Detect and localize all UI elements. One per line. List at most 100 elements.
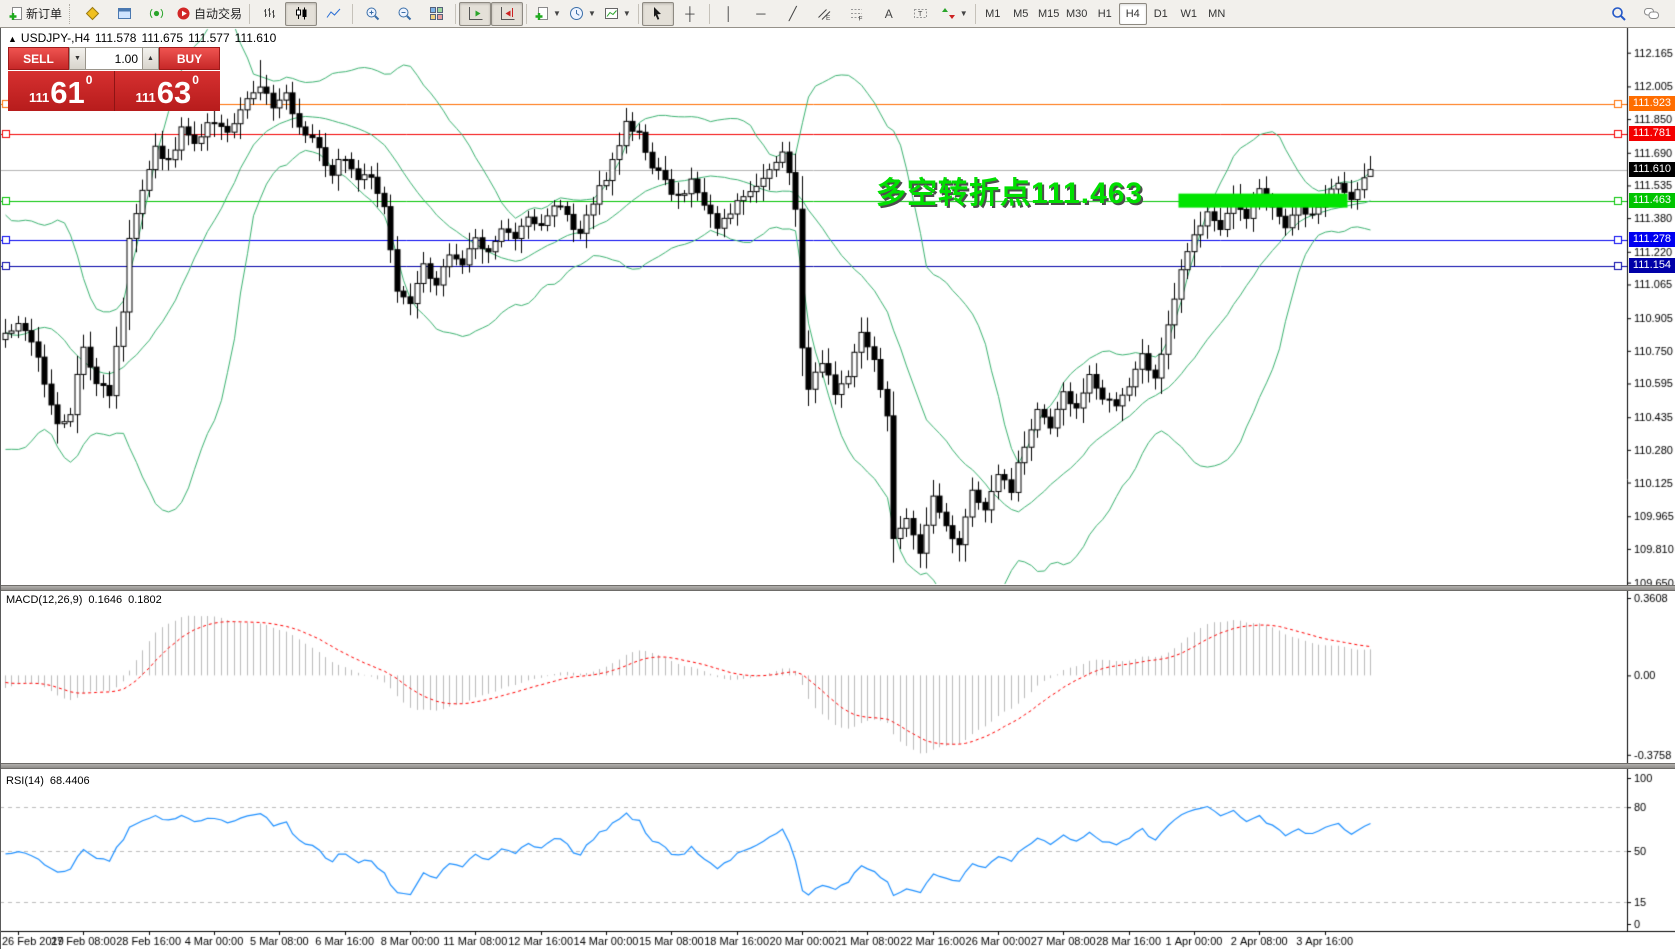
macd-indicator-label: MACD(12,26,9) 0.1646 0.1802 — [6, 594, 168, 606]
toolbar-separator — [249, 3, 251, 24]
macd-value: 0.1646 — [88, 594, 123, 606]
chart-header: ▲ USDJPY-,H4 111.578 111.675 111.577 111.610 — [8, 31, 281, 45]
toolbar-grip — [69, 3, 73, 24]
timeframe-bar: M1 M5 M15 M30 H1 H4 D1 W1 MN — [979, 2, 1231, 25]
chat-icon — [1643, 8, 1659, 19]
arrows-icon — [941, 8, 955, 19]
candlestick-chart-icon — [295, 7, 307, 20]
buy-button[interactable]: BUY — [159, 47, 220, 70]
text-button[interactable]: A — [873, 2, 905, 26]
one-click-trading-panel: SELL ▼ ▲ BUY 111 61 0 111 63 0 — [8, 47, 220, 111]
trendline-icon: ╱ — [788, 6, 797, 21]
candlestick-chart-button[interactable] — [285, 1, 318, 26]
timeframe-m30-button[interactable]: M30 — [1066, 7, 1088, 20]
bid-pips: 61 — [50, 74, 85, 110]
vertical-line-button[interactable]: │ — [713, 2, 745, 26]
rsi-value: 68.4406 — [49, 775, 90, 787]
auto-trading-button[interactable]: 自动交易 — [172, 2, 246, 26]
new-chart-button[interactable]: ▼ — [530, 2, 565, 26]
tile-windows-button[interactable] — [420, 2, 452, 26]
chart-shift-button[interactable] — [491, 1, 524, 26]
rsi-name: RSI(14) — [6, 775, 44, 787]
chart-shift-icon — [500, 7, 515, 20]
templates-button[interactable]: ▼ — [600, 2, 635, 26]
auto-scroll-button[interactable] — [459, 1, 492, 26]
line-chart-button[interactable] — [317, 2, 349, 26]
pivot-annotation-text[interactable]: 多空转折点111.463 — [876, 177, 1144, 210]
signals-button[interactable] — [140, 2, 172, 26]
toolbar-separator — [637, 3, 639, 24]
zoom-in-icon — [366, 7, 379, 21]
ask-price-display[interactable]: 111 63 0 — [114, 71, 220, 111]
chevron-down-icon: ▼ — [622, 9, 631, 18]
fibonacci-icon: F — [851, 9, 863, 22]
ask-pips: 63 — [156, 74, 192, 110]
line-chart-icon — [326, 8, 340, 18]
new-order-icon — [9, 7, 22, 20]
collapse-icon[interactable]: ▲ — [8, 34, 17, 44]
new-order-label: 新订单 — [26, 7, 63, 21]
crosshair-icon: ┼ — [685, 6, 695, 21]
pane-separator[interactable] — [0, 763, 1675, 769]
crosshair-button[interactable]: ┼ — [674, 2, 706, 26]
toolbar-separator — [455, 3, 457, 24]
ohlc-high: 111.675 — [141, 31, 184, 45]
timeframe-d1-button[interactable]: D1 — [1153, 7, 1168, 20]
bar-chart-button[interactable] — [253, 2, 285, 26]
symbol-period: USDJPY-,H4 — [20, 31, 90, 45]
volume-input[interactable] — [86, 47, 142, 70]
auto-trading-icon — [177, 7, 190, 20]
timeframe-m5-button[interactable]: M5 — [1013, 7, 1029, 20]
navigator-icon — [117, 8, 131, 19]
price-line-badge-111.781: 111.781 — [1629, 126, 1675, 142]
chevron-down-icon: ▼ — [959, 9, 968, 18]
equidistant-channel-button[interactable]: E — [809, 2, 841, 26]
timeframe-mn-button[interactable]: MN — [1208, 7, 1226, 20]
tile-windows-icon — [429, 7, 443, 20]
timeframe-w1-button[interactable]: W1 — [1180, 7, 1197, 20]
cursor-button[interactable] — [641, 1, 674, 26]
toolbar-separator — [708, 3, 710, 24]
market-watch-button[interactable] — [76, 2, 108, 26]
navigator-button[interactable] — [108, 2, 140, 26]
search-button[interactable] — [1603, 2, 1635, 26]
price-line-badge-111.463: 111.463 — [1629, 193, 1675, 209]
chat-button[interactable] — [1635, 2, 1667, 26]
label-icon: T — [914, 9, 928, 18]
toolbar-separator — [526, 3, 528, 24]
periods-button[interactable]: ▼ — [565, 2, 600, 26]
arrows-button[interactable]: ▼ — [937, 2, 972, 26]
rsi-indicator-label: RSI(14) 68.4406 — [6, 775, 96, 787]
horizontal-line-button[interactable]: ─ — [745, 2, 777, 26]
periods-icon — [569, 7, 583, 20]
window-edge — [0, 28, 1, 949]
pane-separator[interactable] — [0, 585, 1675, 591]
bid-price-display[interactable]: 111 61 0 — [8, 71, 115, 111]
chevron-down-icon: ▼ — [553, 9, 561, 18]
cursor-icon — [654, 7, 662, 20]
svg-text:F: F — [859, 16, 863, 22]
timeframe-m1-button[interactable]: M1 — [985, 7, 1001, 20]
sell-button[interactable]: SELL — [8, 47, 69, 70]
bid-pipette: 0 — [85, 73, 93, 87]
auto-trading-label: 自动交易 — [194, 7, 243, 21]
new-chart-icon — [535, 7, 549, 20]
svg-text:T: T — [918, 11, 923, 18]
zoom-in-button[interactable] — [356, 2, 388, 26]
volume-increase-button[interactable]: ▲ — [142, 47, 159, 70]
new-order-button[interactable]: 新订单 — [4, 2, 66, 26]
macd-name: MACD(12,26,9) — [6, 594, 83, 606]
fibonacci-button[interactable]: F — [841, 2, 873, 26]
label-button[interactable]: T — [905, 2, 937, 26]
timeframe-h4-button[interactable]: H4 — [1118, 2, 1147, 25]
timeframe-m15-button[interactable]: M15 — [1038, 7, 1060, 20]
svg-text:E: E — [826, 15, 831, 21]
zoom-out-button[interactable] — [388, 2, 420, 26]
ohlc-open: 111.578 — [94, 31, 137, 45]
timeframe-h1-button[interactable]: H1 — [1097, 7, 1112, 20]
volume-decrease-button[interactable]: ▼ — [69, 47, 86, 70]
trendline-button[interactable]: ╱ — [777, 2, 809, 26]
price-line-badge-111.278: 111.278 — [1629, 232, 1675, 248]
